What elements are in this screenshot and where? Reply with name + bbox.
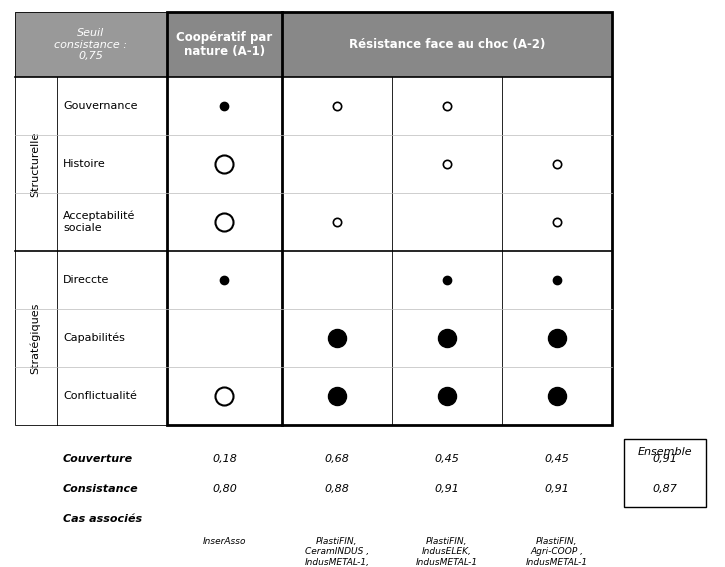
Text: Gouvernance: Gouvernance <box>63 101 138 111</box>
Bar <box>15 12 167 425</box>
Text: Coopératif par
nature (A-1): Coopératif par nature (A-1) <box>176 31 273 58</box>
Text: 0,18: 0,18 <box>212 454 237 464</box>
Text: Capabilités: Capabilités <box>63 333 125 343</box>
Text: Stratégiques: Stratégiques <box>30 302 41 374</box>
Bar <box>15 12 167 77</box>
Bar <box>167 12 612 425</box>
Text: PlastiFIN,
CeramINDUS ,
IndusMETAL-1,
LabPHARMA,
Agri-BIZ: PlastiFIN, CeramINDUS , IndusMETAL-1, La… <box>304 537 370 567</box>
Text: Structurelle: Structurelle <box>30 132 40 197</box>
Text: Histoire: Histoire <box>63 159 106 169</box>
Text: Cas associés: Cas associés <box>63 514 142 524</box>
Text: PlastiFIN,
Agri-COOP ,
IndusMETAL-1: PlastiFIN, Agri-COOP , IndusMETAL-1 <box>526 537 588 567</box>
Text: Consistance: Consistance <box>63 484 138 494</box>
Text: InserAsso: InserAsso <box>203 537 247 546</box>
Text: Couverture: Couverture <box>63 454 133 464</box>
Text: 0,45: 0,45 <box>434 454 460 464</box>
Text: Ensemble: Ensemble <box>638 447 692 457</box>
Text: Conflictualité: Conflictualité <box>63 391 137 401</box>
Text: 0,45: 0,45 <box>544 454 569 464</box>
Text: 0,91: 0,91 <box>652 454 677 464</box>
Text: 0,68: 0,68 <box>325 454 349 464</box>
Text: Seuil
consistance :
0,75: Seuil consistance : 0,75 <box>54 28 128 61</box>
Text: Résistance face au choc (A-2): Résistance face au choc (A-2) <box>349 38 545 51</box>
Text: PlastiFIN,
IndusELEK,
IndusMETAL-1: PlastiFIN, IndusELEK, IndusMETAL-1 <box>416 537 478 567</box>
Text: 0,91: 0,91 <box>434 484 460 494</box>
Bar <box>15 77 612 425</box>
Text: Acceptabilité
sociale: Acceptabilité sociale <box>63 211 136 233</box>
Text: 0,87: 0,87 <box>652 484 677 494</box>
Bar <box>624 439 706 507</box>
Text: 0,80: 0,80 <box>212 484 237 494</box>
Text: Direccte: Direccte <box>63 275 109 285</box>
Bar <box>15 12 612 77</box>
Text: 0,88: 0,88 <box>325 484 349 494</box>
Text: 0,91: 0,91 <box>544 484 569 494</box>
